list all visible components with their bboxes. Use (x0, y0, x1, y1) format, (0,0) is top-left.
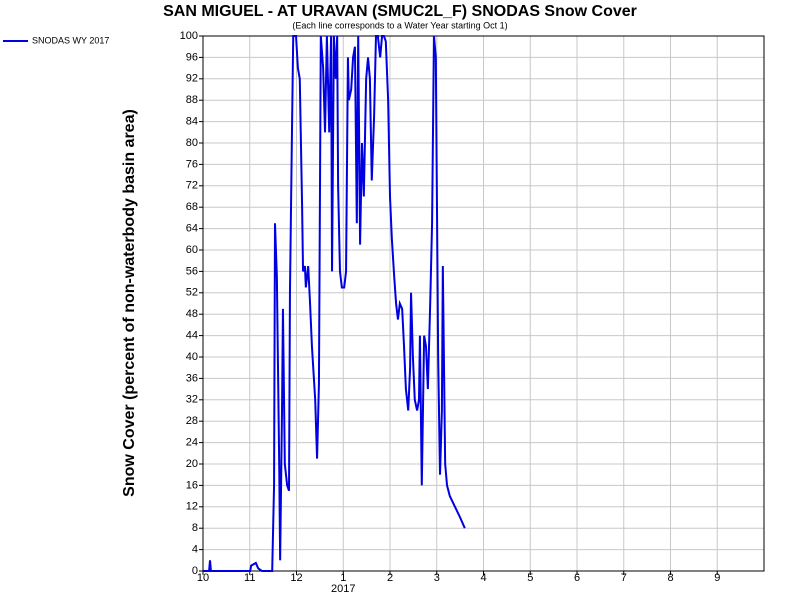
chart-subtitle: (Each line corresponds to a Water Year s… (292, 20, 507, 30)
x-tick-label: 4 (480, 572, 486, 584)
y-tick-label: 92 (186, 73, 198, 85)
y-tick-label: 64 (186, 223, 198, 235)
y-tick-label: 24 (186, 437, 198, 449)
y-tick-label: 32 (186, 394, 198, 406)
y-tick-label: 4 (192, 544, 198, 556)
y-tick-label: 40 (186, 351, 198, 363)
y-tick-label: 84 (186, 116, 198, 128)
y-tick-label: 88 (186, 94, 198, 106)
x-tick-label: 8 (667, 572, 673, 584)
x-tick-label: 11 (244, 572, 255, 584)
x-tick-label: 1 (340, 572, 346, 584)
x-tick-label: 2 (387, 572, 393, 584)
data-line (203, 35, 466, 572)
y-tick-label: 12 (186, 501, 198, 513)
x-tick-label: 12 (290, 572, 302, 584)
y-tick-label: 76 (186, 158, 198, 170)
y-tick-label: 72 (186, 180, 198, 192)
plot-frame (202, 35, 765, 572)
y-tick-label: 8 (192, 522, 198, 534)
y-tick-label: 52 (186, 287, 198, 299)
y-tick-label: 80 (186, 137, 198, 149)
chart-title: SAN MIGUEL - AT URAVAN (SMUC2L_F) SNODAS… (163, 3, 637, 20)
x-tick-label: 5 (527, 572, 533, 584)
y-tick-label: 36 (186, 372, 198, 384)
y-axis-label: Snow Cover (percent of non-waterbody bas… (121, 109, 138, 497)
x-tick-label: 6 (574, 572, 580, 584)
y-tick-label: 16 (186, 479, 198, 491)
legend-label: SNODAS WY 2017 (32, 35, 109, 45)
x-tick-label: 10 (197, 572, 209, 584)
y-tick-label: 56 (186, 265, 198, 277)
y-tick-label: 0 (192, 565, 198, 577)
x-tick-label: 7 (621, 572, 627, 584)
y-tick-label: 48 (186, 308, 198, 320)
x-year-label: 2017 (331, 583, 355, 595)
x-tick-label: 9 (714, 572, 720, 584)
y-tick-label: 96 (186, 51, 198, 63)
y-tick-label: 44 (186, 330, 198, 342)
y-tick-label: 28 (186, 415, 198, 427)
y-tick-label: 100 (180, 30, 198, 42)
x-tick-label: 3 (434, 572, 440, 584)
y-tick-label: 68 (186, 201, 198, 213)
y-tick-label: 20 (186, 458, 198, 470)
y-tick-label: 60 (186, 244, 198, 256)
